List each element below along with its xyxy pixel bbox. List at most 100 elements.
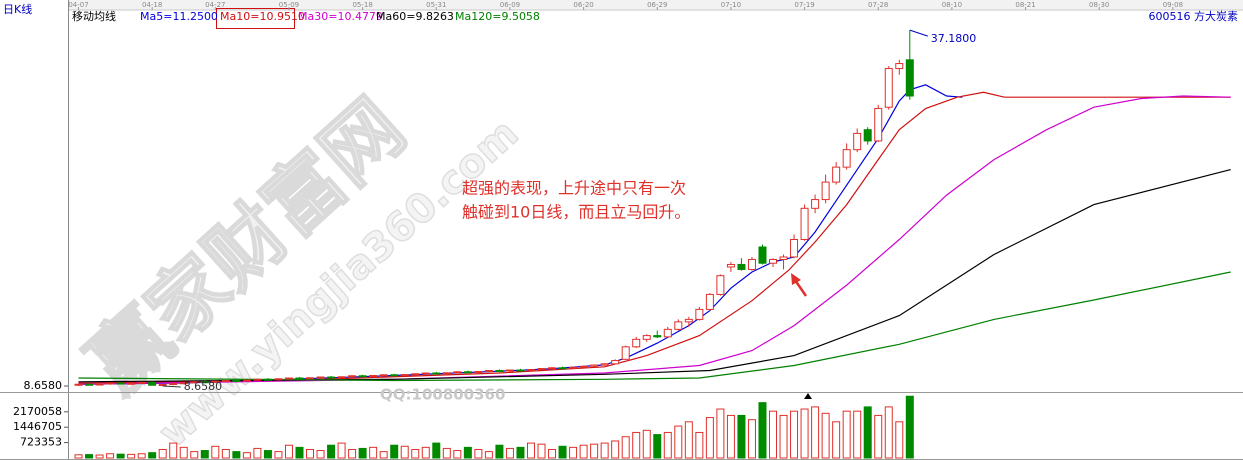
candle-body: [600, 363, 609, 366]
legend-highlight: [216, 8, 295, 29]
volume-bar: [505, 447, 514, 459]
volume-bar: [158, 448, 167, 459]
candle-body: [85, 383, 94, 386]
candle-body: [590, 364, 599, 367]
volume-bar: [842, 410, 851, 459]
cursor-marker: [804, 393, 812, 399]
legend-entry: Ma5=11.2500: [140, 10, 218, 23]
volume-bar: [632, 431, 641, 459]
volume-bar: [232, 451, 241, 459]
extreme-label: 8.6580: [184, 380, 223, 393]
arrow-head: [791, 273, 801, 285]
volume-bar: [516, 446, 525, 459]
volume-bar: [127, 453, 136, 459]
y-tick-label: 8.6580: [24, 379, 63, 392]
x-tick-label: 06-29: [647, 1, 667, 9]
volume-bar: [695, 431, 704, 459]
candle-body: [811, 199, 820, 209]
candle-body: [895, 63, 904, 70]
volume-bar: [579, 444, 588, 459]
candle-body: [463, 371, 472, 374]
x-tick-label: 06-09: [500, 1, 520, 9]
moving-average-line: [78, 91, 1231, 384]
volume-bar: [611, 440, 620, 459]
moving-average-line: [78, 271, 1231, 382]
volume-bar: [737, 414, 746, 459]
volume-bar: [621, 436, 630, 459]
volume-bar: [474, 448, 483, 459]
volume-bar: [569, 446, 578, 459]
extreme-leader: [162, 385, 181, 388]
volume-bar: [116, 453, 125, 459]
moving-average-line: [78, 95, 1231, 385]
candle-body: [169, 383, 178, 386]
volume-tick-label: 1446705: [13, 420, 62, 433]
period-label: 日K线: [3, 2, 32, 16]
volume-bar: [253, 447, 262, 459]
candle-body: [674, 321, 683, 330]
volume-bar: [705, 417, 714, 459]
candle-body: [337, 376, 346, 379]
volume-bar: [590, 443, 599, 459]
volume-bar: [358, 447, 367, 459]
volume-bar: [306, 448, 315, 459]
volume-bar: [674, 425, 683, 459]
candle-body: [821, 181, 830, 201]
x-tick-label: 09-08: [1163, 1, 1183, 9]
volume-bar: [484, 451, 493, 459]
volume-bar: [190, 451, 199, 459]
candle-body: [905, 59, 914, 97]
candle-body: [327, 376, 336, 379]
volume-bar: [558, 445, 567, 459]
x-tick-label: 08-30: [1089, 1, 1109, 9]
candle-body: [663, 328, 672, 338]
volume-bar: [853, 410, 862, 459]
candle-body: [306, 377, 315, 380]
volume-bar: [548, 448, 557, 459]
volume-bar: [400, 445, 409, 459]
moving-average-line: [78, 169, 1231, 383]
annotation-line: 触碰到10日线，而且立马回升。: [462, 203, 690, 222]
x-tick-label: 08-10: [942, 1, 962, 9]
candle-body: [453, 371, 462, 374]
candle-body: [632, 338, 641, 348]
candle-body: [442, 372, 451, 375]
candle-body: [747, 258, 756, 270]
candle-body: [116, 382, 125, 385]
volume-bar: [716, 408, 725, 459]
volume-bar: [747, 419, 756, 459]
volume-bar: [600, 442, 609, 459]
x-tick-label: 07-28: [868, 1, 888, 9]
volume-bar: [726, 414, 735, 459]
candle-body: [800, 207, 809, 241]
candle-body: [526, 369, 535, 372]
candle-body: [232, 380, 241, 383]
candle-body: [358, 375, 367, 378]
candle-body: [832, 166, 841, 183]
candle-body: [790, 239, 799, 258]
candle-body: [74, 383, 83, 386]
volume-bar: [642, 429, 651, 459]
candle-body: [611, 360, 620, 365]
volume-bar: [327, 444, 336, 459]
legend-entry: Ma10=10.9510: [220, 10, 305, 23]
candle-body: [421, 372, 430, 375]
candle-body: [705, 293, 714, 310]
x-tick-label: 05-31: [426, 1, 446, 9]
candle-body: [211, 380, 220, 383]
volume-bar: [537, 443, 546, 459]
legend-entry: Ma60=9.8263: [376, 10, 454, 23]
candle-body: [516, 369, 525, 372]
volume-bar: [421, 446, 430, 459]
x-tick-label: 04-18: [142, 1, 162, 9]
volume-bar: [895, 421, 904, 459]
symbol-label: 600516 方大炭素: [1149, 9, 1239, 23]
candle-body: [474, 371, 483, 374]
candle-body: [432, 372, 441, 375]
volume-bar: [821, 412, 830, 459]
volume-bar: [263, 450, 272, 459]
candle-body: [390, 374, 399, 377]
